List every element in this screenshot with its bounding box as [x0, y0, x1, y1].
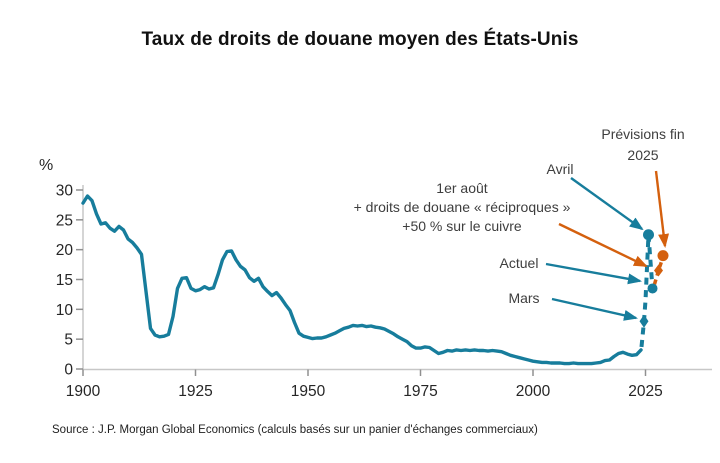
y-tick-label: 10 — [56, 302, 74, 319]
marker-aout-diamond — [654, 264, 663, 277]
y-tick-label: 15 — [56, 272, 73, 289]
x-tick-label: 1950 — [291, 383, 326, 400]
annotation-arrow-aout — [558, 222, 648, 268]
annotation-line: Prévisions fin — [601, 126, 685, 142]
annotation-line: 1er août — [436, 180, 488, 196]
x-tick-label: 2000 — [516, 383, 551, 400]
y-tick-label: 30 — [56, 182, 74, 199]
forecast-dashed-line — [652, 258, 665, 285]
x-tick-label: 1925 — [178, 383, 212, 400]
annotation-arrow-avril — [570, 177, 644, 231]
annotation-label-aout: 1er août + droits de douane « réciproques… — [354, 179, 571, 236]
marker-fin2025-dot — [657, 250, 669, 262]
chart-title: Taux de droits de douane moyen des États… — [141, 29, 579, 50]
y-tick-label: 0 — [64, 362, 73, 379]
annotation-arrow-previsions — [654, 170, 670, 248]
annotation-line: + droits de douane « réciproques » — [353, 199, 571, 215]
marker-actuel-dot — [647, 283, 658, 294]
annotation-label-avril: Avril — [547, 160, 574, 179]
x-tick-label: 2025 — [628, 383, 662, 400]
annotation-label-actuel: Actuel — [500, 254, 539, 273]
annotation-line: Mars — [508, 290, 540, 306]
annotation-line: 2025 — [627, 147, 659, 163]
y-axis-unit-label: % — [39, 157, 53, 174]
annotation-label-previsions: Prévisions fin 2025 — [601, 124, 684, 166]
x-tick-label: 1975 — [403, 383, 437, 400]
annotation-line: Actuel — [499, 255, 539, 271]
y-tick-label: 20 — [56, 242, 74, 259]
main-tariff-line — [81, 194, 643, 366]
marker-avril-dot — [643, 229, 654, 241]
marker-mars-diamond — [639, 314, 649, 328]
y-tick-label: 5 — [64, 332, 73, 349]
annotation-line: Avril — [546, 161, 574, 177]
source-note: Source : J.P. Morgan Global Economics (c… — [52, 424, 538, 436]
x-tick-label: 1900 — [66, 383, 101, 400]
annotation-arrow-actuel — [545, 262, 642, 285]
y-tick-label: 25 — [56, 212, 73, 229]
annotation-arrow-mars — [551, 297, 638, 321]
annotation-line: +50 % sur le cuivre — [402, 218, 522, 234]
annotation-label-mars: Mars — [508, 289, 539, 308]
